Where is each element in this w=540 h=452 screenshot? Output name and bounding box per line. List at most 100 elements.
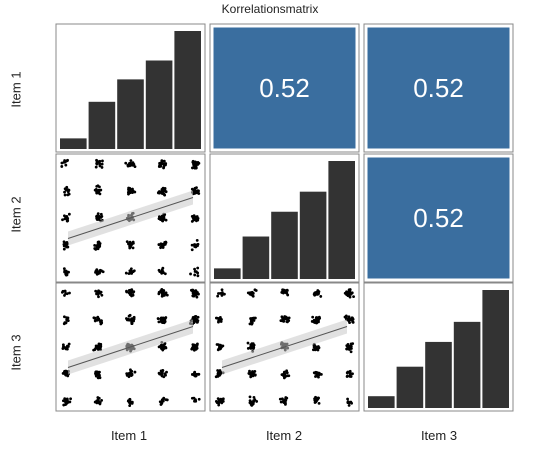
point-item-3-vs-item-2 <box>346 291 350 295</box>
point-item-3-vs-item-1 <box>64 346 67 350</box>
point-item-2-vs-item-1 <box>190 243 194 247</box>
point-item-3-vs-item-2 <box>311 315 315 319</box>
bar-item-1-4 <box>145 60 173 149</box>
point-item-3-vs-item-1 <box>161 293 165 297</box>
point-item-2-vs-item-1 <box>197 161 201 165</box>
point-item-3-vs-item-1 <box>191 290 195 294</box>
point-item-3-vs-item-1 <box>128 400 132 403</box>
point-item-3-vs-item-1 <box>193 370 197 374</box>
correlation-tile-item-1-vs-item-2 <box>213 27 356 149</box>
point-item-2-vs-item-1 <box>101 159 104 163</box>
point-item-2-vs-item-1 <box>131 246 135 250</box>
point-item-2-vs-item-1 <box>95 218 99 221</box>
point-item-2-vs-item-1 <box>131 161 135 165</box>
point-item-3-vs-item-2 <box>283 289 287 292</box>
point-item-2-vs-item-1 <box>96 270 99 274</box>
point-item-3-vs-item-1 <box>130 369 134 373</box>
point-item-3-vs-item-2 <box>246 291 250 295</box>
point-item-2-vs-item-1 <box>66 188 70 192</box>
point-item-2-vs-item-1 <box>160 190 164 193</box>
point-item-3-vs-item-1 <box>194 314 198 318</box>
point-item-3-vs-item-2 <box>282 376 286 380</box>
point-item-3-vs-item-1 <box>160 371 164 375</box>
point-item-2-vs-item-1 <box>133 165 137 169</box>
point-item-3-vs-item-2 <box>248 395 252 399</box>
point-item-2-vs-item-1 <box>63 270 66 274</box>
point-item-2-vs-item-1 <box>159 245 163 248</box>
bar-item-3-1 <box>368 396 395 408</box>
point-item-3-vs-item-1 <box>94 346 98 350</box>
point-item-3-vs-item-1 <box>190 396 194 400</box>
point-item-3-vs-item-2 <box>248 322 252 326</box>
point-item-3-vs-item-2 <box>280 315 284 319</box>
point-item-3-vs-item-2 <box>215 343 219 346</box>
point-item-3-vs-item-1 <box>62 403 66 407</box>
point-item-2-vs-item-1 <box>195 189 199 193</box>
point-item-3-vs-item-2 <box>280 291 284 294</box>
point-item-3-vs-item-1 <box>99 322 103 326</box>
point-item-3-vs-item-1 <box>97 396 101 400</box>
point-item-3-vs-item-2 <box>319 372 323 376</box>
point-item-3-vs-item-1 <box>195 295 199 299</box>
point-item-2-vs-item-1 <box>63 193 67 197</box>
point-item-3-vs-item-1 <box>130 373 134 377</box>
point-item-2-vs-item-1 <box>164 190 168 194</box>
point-item-3-vs-item-1 <box>131 317 135 321</box>
point-item-2-vs-item-1 <box>161 219 165 223</box>
point-item-3-vs-item-2 <box>215 316 219 320</box>
fit-line-item-2-vs-item-1 <box>67 197 194 239</box>
point-item-3-vs-item-2 <box>217 403 221 407</box>
point-item-3-vs-item-1 <box>130 321 134 324</box>
point-item-3-vs-item-1 <box>65 317 69 321</box>
point-item-3-vs-item-2 <box>350 291 354 295</box>
point-item-3-vs-item-2 <box>346 370 350 374</box>
bar-item-2-5 <box>328 161 355 279</box>
point-item-3-vs-item-2 <box>316 348 320 352</box>
point-item-2-vs-item-1 <box>190 248 194 252</box>
point-item-2-vs-item-1 <box>162 187 166 191</box>
point-item-3-vs-item-2 <box>284 396 288 399</box>
point-item-3-vs-item-2 <box>350 401 354 405</box>
point-item-2-vs-item-1 <box>129 267 133 271</box>
point-item-3-vs-item-1 <box>163 342 167 346</box>
point-item-3-vs-item-1 <box>99 320 102 324</box>
point-item-3-vs-item-1 <box>193 399 196 403</box>
point-item-2-vs-item-1 <box>65 219 69 223</box>
point-item-2-vs-item-1 <box>63 159 66 162</box>
point-item-3-vs-item-2 <box>317 375 320 379</box>
point-item-2-vs-item-1 <box>125 240 129 244</box>
point-item-3-vs-item-2 <box>218 316 222 319</box>
point-item-3-vs-item-1 <box>64 401 68 405</box>
point-item-2-vs-item-1 <box>124 271 128 275</box>
point-item-3-vs-item-1 <box>64 373 68 377</box>
correlation-value-item-1-vs-item-3: 0.52 <box>413 73 464 103</box>
point-item-2-vs-item-1 <box>65 216 69 219</box>
point-item-3-vs-item-2 <box>317 316 321 320</box>
point-item-3-vs-item-1 <box>60 290 64 294</box>
point-item-3-vs-item-2 <box>220 401 224 405</box>
point-item-2-vs-item-1 <box>129 271 133 275</box>
point-item-3-vs-item-2 <box>350 316 354 320</box>
point-item-2-vs-item-1 <box>97 189 101 193</box>
point-item-3-vs-item-1 <box>159 403 163 406</box>
point-item-2-vs-item-1 <box>161 266 165 270</box>
point-item-3-vs-item-2 <box>216 372 220 376</box>
point-item-2-vs-item-1 <box>62 267 66 270</box>
point-item-3-vs-item-1 <box>67 342 71 346</box>
point-item-3-vs-item-1 <box>197 372 201 376</box>
point-item-3-vs-item-2 <box>252 319 256 322</box>
point-item-2-vs-item-1 <box>191 166 194 170</box>
point-item-3-vs-item-1 <box>96 290 100 294</box>
point-item-3-vs-item-2 <box>315 321 319 325</box>
point-item-2-vs-item-1 <box>131 189 135 193</box>
point-item-3-vs-item-1 <box>68 291 71 295</box>
point-item-2-vs-item-1 <box>63 214 66 218</box>
point-item-3-vs-item-1 <box>192 321 196 325</box>
point-item-3-vs-item-1 <box>95 400 99 403</box>
point-item-3-vs-item-2 <box>317 401 321 405</box>
point-item-3-vs-item-1 <box>197 397 201 401</box>
bar-item-2-2 <box>242 236 270 279</box>
bar-item-1-2 <box>88 101 116 149</box>
point-item-3-vs-item-1 <box>62 345 65 348</box>
point-item-2-vs-item-1 <box>157 190 161 194</box>
